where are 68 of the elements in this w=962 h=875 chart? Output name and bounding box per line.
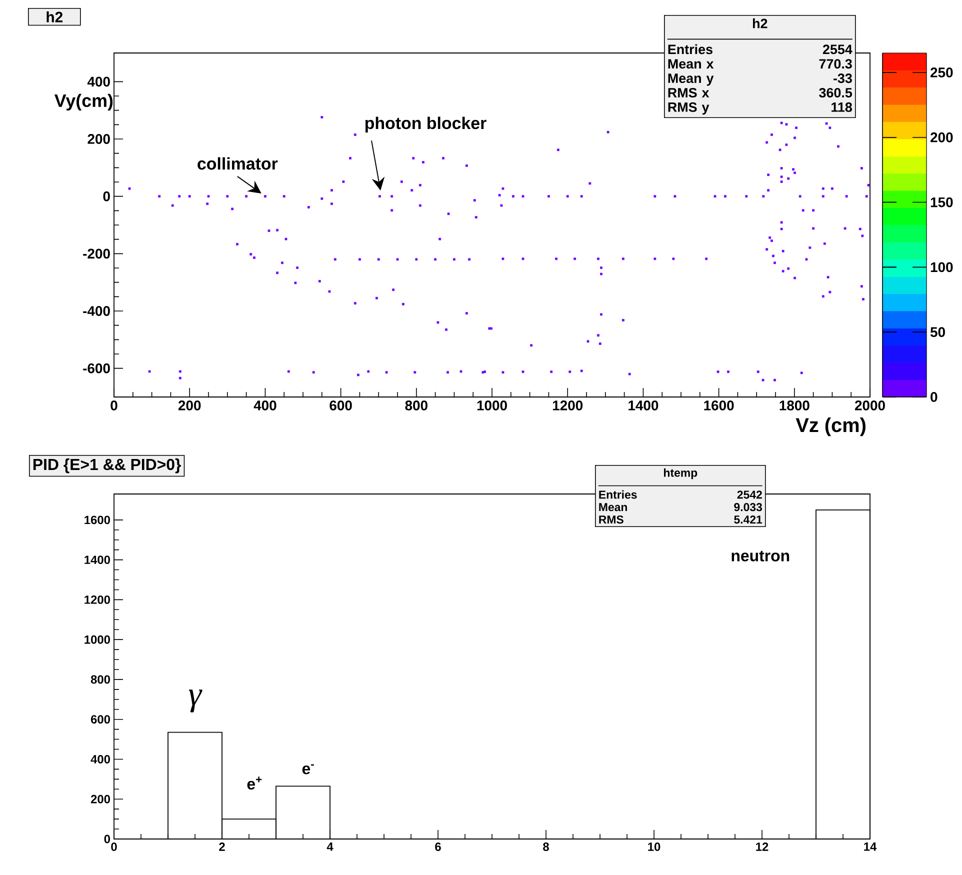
x-tick-label: 1400: [628, 400, 658, 410]
annotation: 2554: [822, 44, 852, 54]
color-bar-label: 100: [930, 262, 953, 272]
annotation: 118: [832, 102, 852, 112]
annotation: e$^{-}$: [302, 764, 314, 774]
x-tick-label: 200: [178, 400, 201, 410]
x-tick-label: 1800: [780, 400, 810, 410]
annotation: e$^{+}$: [247, 776, 262, 790]
color-bar-label: 150: [930, 197, 953, 208]
y-tick-label: -600: [83, 363, 110, 374]
x-tick-label: 4: [326, 842, 334, 851]
annotation: 9.033: [734, 503, 762, 512]
x-tick-label: 0: [110, 400, 118, 410]
y-tick-label: 1400: [84, 556, 110, 564]
y-tick-label: 1000: [84, 635, 110, 644]
y-tick-label: 400: [90, 755, 110, 764]
x-tick-label: 800: [405, 400, 428, 410]
y-tick-label: 200: [90, 794, 110, 804]
y-tick-label: -400: [83, 306, 110, 316]
annotation: Entries: [668, 44, 712, 54]
annotation: -33: [834, 74, 852, 84]
x-tick-label: 600: [330, 400, 352, 410]
annotation: 5.421: [734, 516, 762, 524]
x-tick-label: 0: [111, 842, 117, 851]
annotation: photon blocker: [365, 116, 486, 132]
y-axis-title: Vy(cm): [54, 94, 113, 111]
x-tick-label: 1200: [552, 400, 583, 410]
annotation: RMS y: [668, 102, 710, 115]
color-bar-label: 0: [930, 392, 938, 402]
y-tick-label: 1200: [84, 595, 110, 604]
x-tick-label: 1000: [477, 400, 507, 410]
annotation: Mean x: [668, 59, 714, 69]
x-axis-title: Vz (cm): [796, 418, 866, 436]
x-tick-label: 12: [756, 842, 768, 851]
annotation: Mean: [599, 503, 627, 512]
x-tick-label: 1600: [704, 400, 734, 410]
x-tick-label: 400: [254, 400, 276, 410]
annotation: γ: [188, 690, 202, 712]
annotation: Entries: [599, 490, 637, 499]
annotation: neutron: [732, 550, 790, 562]
x-tick-label: 10: [648, 842, 660, 851]
x-tick-label: 2: [219, 842, 225, 851]
y-tick-label: 0: [103, 191, 110, 202]
x-tick-label: 6: [435, 842, 441, 851]
annotation: RMS x: [668, 88, 710, 98]
text: htemp: [664, 468, 698, 480]
text: h2: [753, 18, 768, 28]
y-tick-label: 600: [90, 715, 110, 724]
annotation: Mean y: [668, 74, 714, 86]
y-tick-label: 200: [88, 134, 110, 144]
chart-title: h2: [46, 11, 63, 22]
y-tick-label: 1600: [84, 516, 110, 524]
chart-title: PID {E>1 && PID>0}: [33, 458, 181, 474]
x-tick-label: 2000: [854, 400, 885, 410]
y-tick-label: 0: [104, 834, 110, 844]
annotation: 360.5: [819, 88, 852, 98]
annotation: collimator: [198, 157, 278, 170]
color-bar-label: 50: [930, 327, 945, 338]
color-bar-label: 250: [930, 68, 953, 78]
y-tick-label: 800: [90, 675, 110, 684]
annotation: RMS: [599, 516, 624, 524]
annotation: 770.3: [819, 59, 852, 69]
annotation: 2542: [737, 490, 762, 499]
x-tick-label: 14: [864, 842, 877, 851]
color-bar-label: 200: [930, 132, 953, 142]
y-tick-label: -200: [83, 248, 110, 259]
x-tick-label: 8: [543, 842, 549, 851]
y-tick-label: 400: [87, 76, 110, 87]
